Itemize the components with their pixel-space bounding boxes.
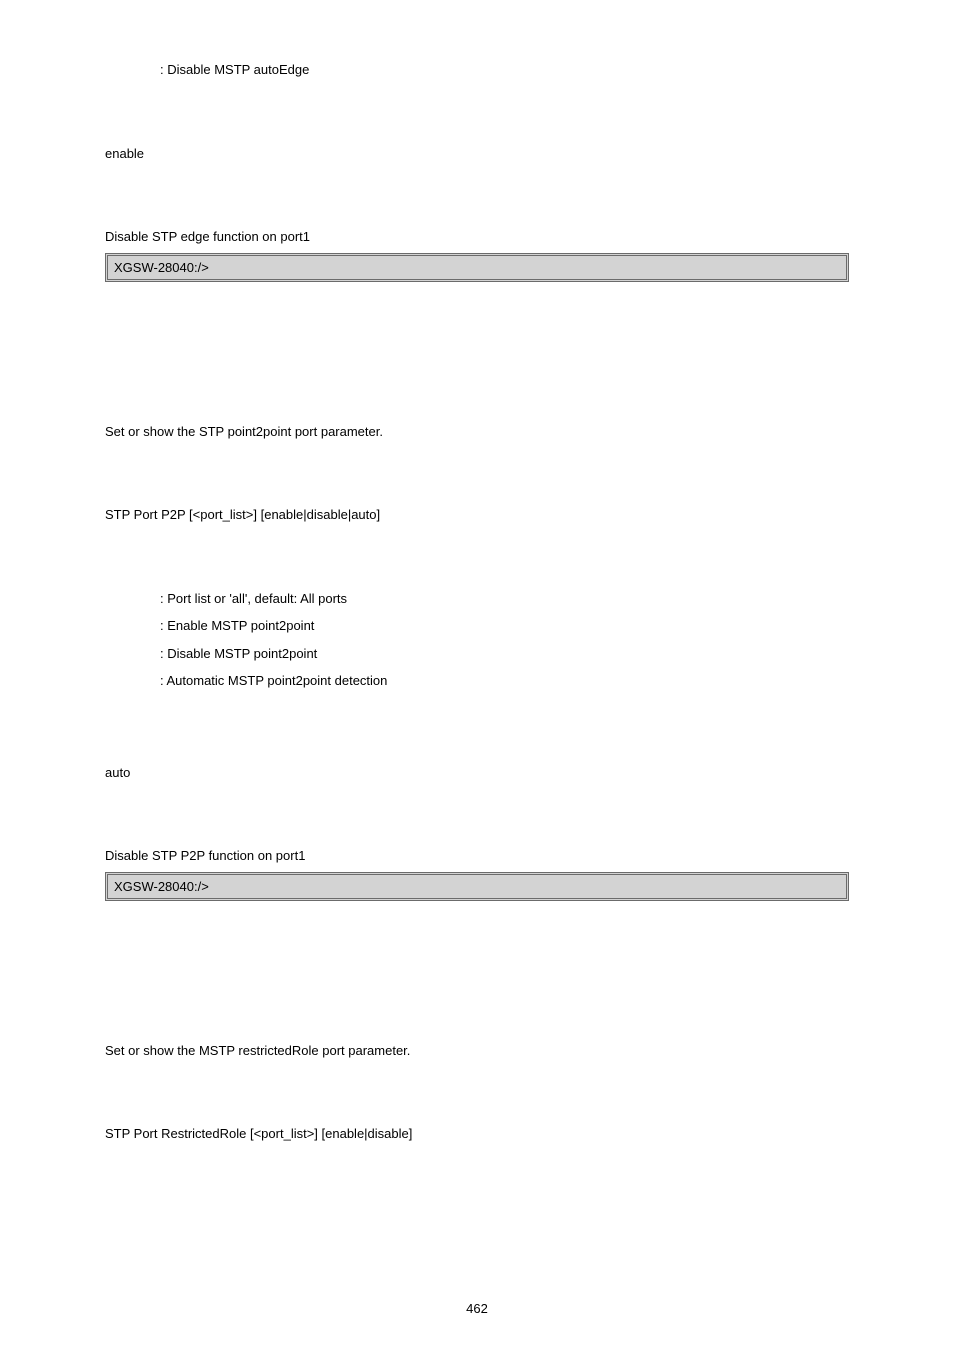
param-disable-autoedge: : Disable MSTP autoEdge xyxy=(160,60,849,80)
example-desc-s1: Disable STP edge function on port1 xyxy=(105,227,849,247)
code-box-s1: XGSW-28040:/> xyxy=(105,253,849,282)
code-text-s2: XGSW-28040:/> xyxy=(114,879,209,894)
description-s2: Set or show the STP point2point port par… xyxy=(105,422,849,442)
param-port-list: : Port list or 'all', default: All ports xyxy=(160,589,849,609)
default-value-s2: auto xyxy=(105,763,849,783)
code-text-s1: XGSW-28040:/> xyxy=(114,260,209,275)
description-s3: Set or show the MSTP restrictedRole port… xyxy=(105,1041,849,1061)
syntax-s2: STP Port P2P [<port_list>] [enable|disab… xyxy=(105,505,849,525)
syntax-s3: STP Port RestrictedRole [<port_list>] [e… xyxy=(105,1124,849,1144)
page-number: 462 xyxy=(0,1301,954,1316)
param-enable-p2p: : Enable MSTP point2point xyxy=(160,616,849,636)
code-box-s2: XGSW-28040:/> xyxy=(105,872,849,901)
default-value-s1: enable xyxy=(105,144,849,164)
param-auto-p2p: : Automatic MSTP point2point detection xyxy=(160,671,849,691)
example-desc-s2: Disable STP P2P function on port1 xyxy=(105,846,849,866)
param-disable-p2p: : Disable MSTP point2point xyxy=(160,644,849,664)
